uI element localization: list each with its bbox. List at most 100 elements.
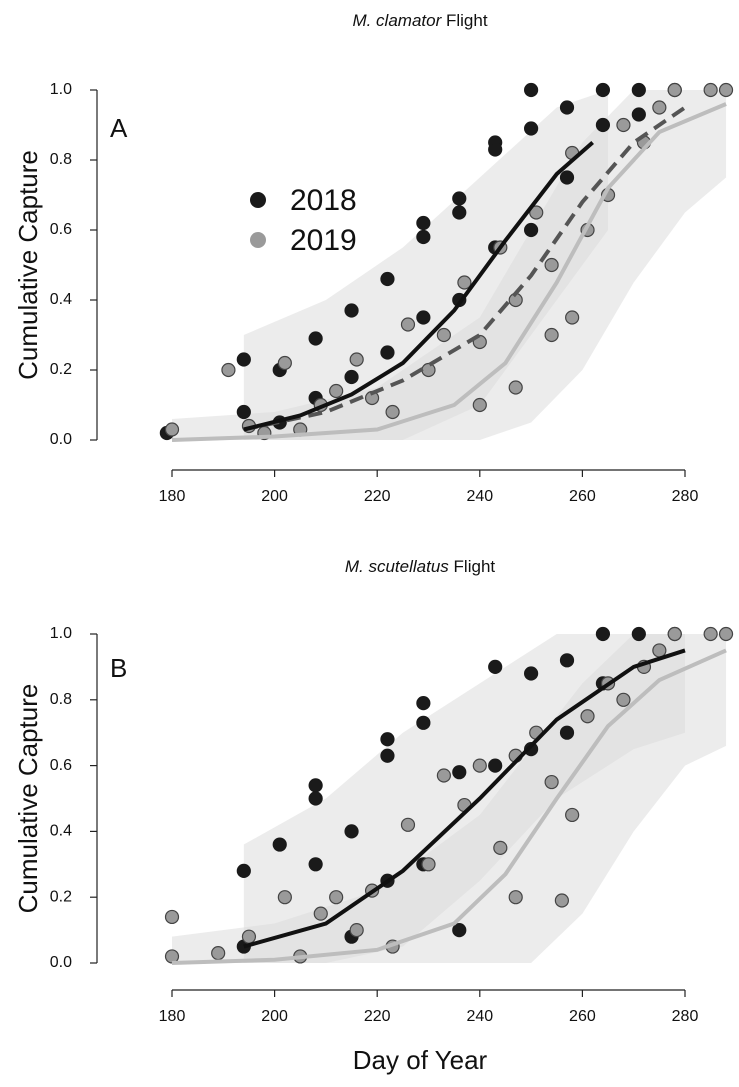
title-species: M. scutellatus [345,557,449,576]
data-point [718,626,734,642]
y-tick-label: 0.8 [50,691,72,708]
data-point [559,170,575,185]
confidence-band [172,90,727,440]
y-axis-label: Cumulative Capture [13,150,43,380]
x-tick-label: 280 [672,1008,699,1025]
data-point [559,725,575,740]
data-point [559,100,575,115]
x-tick-label: 200 [261,488,288,505]
data-point [400,817,416,832]
panel-label: A [110,113,128,143]
data-point [416,215,431,231]
data-point [652,100,667,115]
x-tick-label: 220 [364,488,391,505]
data-point [329,383,344,399]
panel: M. scutellatus Flight B Cumulative Capture… [13,557,734,1075]
data-point [652,643,667,658]
data-point [457,275,472,290]
data-point [508,380,523,395]
data-point [344,824,359,839]
chart-title: M. scutellatus Flight [345,557,496,576]
data-point [380,732,395,747]
data-point [416,715,431,730]
data-point [559,653,575,668]
data-point [523,666,539,681]
data-point [493,840,508,855]
data-point [236,352,251,367]
y-tick-label: 0.2 [50,888,72,905]
data-point [472,758,487,773]
data-point [631,107,646,122]
data-point [595,82,611,98]
y-tick-label: 0.0 [50,431,72,448]
data-point [380,345,395,360]
x-axis-label: Day of Year [353,1045,488,1075]
y-tick-label: 0.6 [50,221,72,238]
data-point [565,807,580,823]
data-point [436,327,451,343]
data-point [452,922,467,938]
data-point [667,626,682,642]
data-point [452,205,467,220]
data-point [308,778,323,793]
data-point [344,303,359,318]
data-point [631,82,646,98]
x-tick-label: 180 [159,488,186,505]
data-point [554,893,569,908]
data-point [349,922,364,938]
data-point [616,692,631,707]
data-point [349,352,364,367]
fit-line [243,648,686,949]
data-point [421,857,436,872]
x-tick-label: 260 [569,1008,596,1025]
legend-swatch [250,192,266,208]
x-tick-label: 280 [672,488,699,505]
data-point [236,404,251,420]
y-tick-label: 1.0 [50,625,72,642]
data-point [164,909,180,925]
data-point [400,317,416,332]
data-point [488,659,503,675]
data-point [616,117,631,133]
data-point [436,768,451,783]
data-point [164,422,180,437]
data-point [529,205,544,220]
x-tick-label: 260 [569,488,596,505]
data-point [523,121,539,136]
data-point [580,709,595,724]
data-point [703,82,718,98]
fit-line [171,648,727,965]
data-point [416,695,431,711]
y-tick-label: 0.4 [50,823,72,840]
data-point [416,310,431,325]
data-point [472,397,487,413]
data-point [718,82,734,98]
x-tick-label: 200 [261,1008,288,1025]
data-point [452,191,467,206]
data-point [308,857,323,872]
data-point [631,626,646,642]
panel-label: B [110,653,127,683]
data-point [595,626,611,642]
data-point [488,142,503,157]
legend-swatch [250,232,266,248]
title-species: M. clamator [352,11,442,30]
fit-line [171,102,727,442]
data-point [703,626,718,642]
y-tick-label: 0.2 [50,361,72,378]
data-point [544,327,559,343]
title-rest: Flight [446,11,488,30]
legend-label: 2019 [290,224,357,257]
legend-label: 2018 [290,184,357,217]
data-point [308,331,323,346]
data-point [523,222,539,238]
data-point [508,890,523,905]
data-point [667,82,682,98]
x-tick-label: 180 [159,1008,186,1025]
data-point [241,929,257,944]
data-point [211,946,226,961]
data-point [523,742,539,757]
data-point [544,774,559,790]
